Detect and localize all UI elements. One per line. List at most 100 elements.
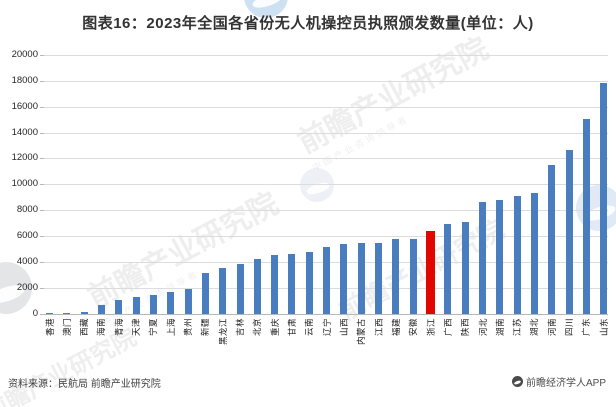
x-tick-label: 重庆: [269, 318, 280, 337]
x-tick-label: 贵州: [183, 318, 194, 337]
bar[interactable]: [149, 294, 157, 314]
y-tick-mark: [40, 287, 44, 289]
gridline: [44, 80, 608, 82]
x-tick-label: 黑龙江: [217, 318, 228, 346]
x-tick-label: 江西: [373, 318, 384, 337]
bar[interactable]: [496, 199, 504, 314]
bar[interactable]: [582, 118, 590, 314]
y-tick-label: 18000: [11, 74, 38, 86]
x-tick-label: 新疆: [200, 318, 211, 337]
y-tick-mark: [40, 158, 44, 160]
x-tick-label: 澳门: [61, 318, 72, 337]
x-tick-label: 广东: [581, 318, 592, 337]
x-axis-line: [44, 313, 608, 315]
bar[interactable]: [219, 267, 227, 314]
bar[interactable]: [305, 251, 313, 314]
gridline: [44, 106, 608, 108]
bar[interactable]: [357, 242, 365, 314]
y-tick-label: 20000: [11, 49, 38, 60]
x-tick-label: 上海: [165, 318, 176, 337]
qianzhan-logo-circle-icon: [511, 376, 523, 387]
bar[interactable]: [115, 299, 123, 314]
y-tick-mark: [40, 235, 44, 237]
chart-title: 图表16：2023年全国各省份无人机操控员执照颁发数量(单位：人): [82, 15, 534, 32]
y-tick-label: 2000: [16, 281, 38, 293]
x-tick-label: 辽宁: [321, 318, 332, 337]
y-tick-mark: [40, 132, 44, 134]
bar[interactable]: [80, 311, 88, 314]
x-tick-label: 河北: [477, 318, 488, 337]
bar[interactable]: [513, 195, 521, 314]
x-tick-label: 陕西: [460, 318, 471, 337]
bar[interactable]: [132, 296, 140, 314]
y-tick-mark: [40, 184, 44, 186]
x-tick-label: 山西: [338, 318, 349, 337]
bar[interactable]: [461, 221, 469, 314]
x-tick-label: 甘肃: [286, 318, 297, 337]
x-tick-label: 海南: [96, 318, 107, 337]
y-tick-label: 12000: [11, 152, 38, 164]
brand-note-label: 前瞻经济学人APP: [525, 378, 606, 389]
gridline: [44, 158, 608, 160]
bar[interactable]: [444, 223, 452, 314]
gridline: [44, 132, 608, 134]
bar[interactable]: [530, 192, 538, 314]
gridline: [44, 235, 608, 237]
bar[interactable]: [600, 82, 608, 314]
y-tick-mark: [40, 313, 44, 315]
x-tick-label: 安徽: [408, 318, 419, 337]
x-tick-label: 湖北: [529, 318, 540, 337]
gridline: [44, 55, 608, 56]
x-tick-label: 天津: [131, 318, 142, 337]
bar[interactable]: [63, 312, 71, 314]
bar[interactable]: [288, 253, 296, 314]
x-tick-label: 福建: [390, 318, 401, 337]
x-tick-label: 北京: [252, 318, 263, 337]
x-tick-label: 湖南: [494, 318, 505, 337]
y-tick-label: 10000: [11, 178, 38, 190]
bar[interactable]: [46, 312, 53, 314]
x-tick-label: 浙江: [425, 318, 436, 337]
bar[interactable]: [548, 164, 556, 314]
bar[interactable]: [392, 238, 400, 314]
bar[interactable]: [167, 291, 175, 314]
bar[interactable]: [323, 246, 331, 314]
x-tick-label: 云南: [304, 318, 315, 337]
bar[interactable]: [340, 243, 348, 314]
bar[interactable]: [253, 258, 261, 314]
brand-note: 前瞻经济学人APP: [511, 374, 606, 389]
gridline: [44, 184, 608, 186]
x-tick-label: 宁夏: [148, 318, 159, 337]
x-tick-label: 河南: [546, 318, 557, 337]
bar[interactable]: [201, 272, 209, 314]
y-tick-mark: [40, 210, 44, 212]
x-tick-label: 内蒙古: [356, 318, 367, 346]
bar[interactable]: [565, 149, 573, 314]
y-tick-label: 16000: [11, 100, 38, 112]
bar[interactable]: [97, 304, 105, 314]
source-note: 资料来源：民航局 前瞻产业研究院: [8, 379, 161, 390]
x-tick-label: 香港: [44, 318, 55, 337]
y-tick-label: 8000: [16, 204, 38, 216]
y-tick-label: 4000: [16, 255, 38, 267]
y-tick-mark: [40, 55, 44, 56]
bar-highlighted[interactable]: [426, 230, 436, 314]
x-tick-label: 山东: [598, 318, 609, 337]
bar[interactable]: [184, 288, 192, 314]
x-tick-label: 青海: [113, 318, 124, 337]
gridline: [44, 210, 608, 212]
y-tick-mark: [40, 106, 44, 108]
y-tick-label: 14000: [11, 126, 38, 138]
bar[interactable]: [236, 263, 244, 314]
y-tick-mark: [40, 80, 44, 82]
x-tick-label: 西藏: [79, 318, 90, 337]
y-tick-label: 0: [32, 307, 38, 319]
y-tick-label: 6000: [16, 229, 38, 241]
bar[interactable]: [375, 242, 383, 314]
bar[interactable]: [479, 201, 486, 314]
bar[interactable]: [409, 238, 417, 314]
bar[interactable]: [271, 254, 279, 314]
x-tick-label: 吉林: [235, 318, 246, 337]
